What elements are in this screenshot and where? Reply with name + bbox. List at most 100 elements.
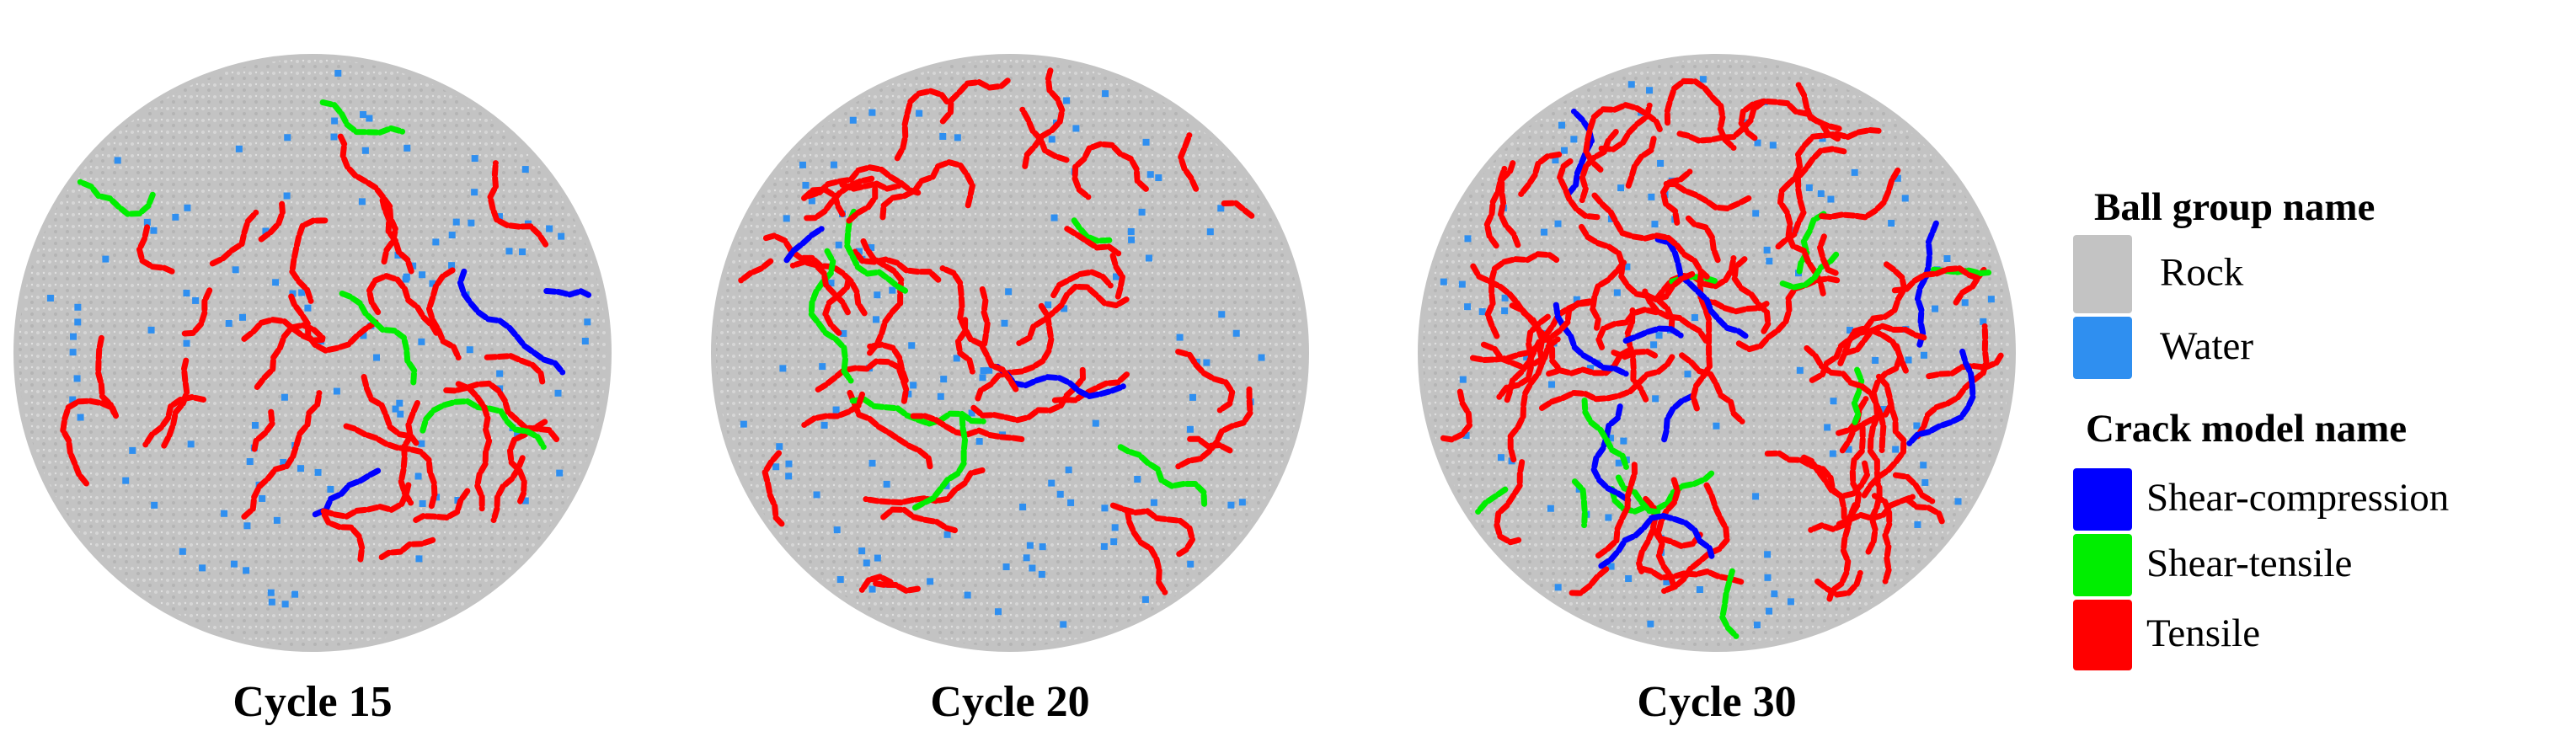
crack <box>1815 167 1901 221</box>
water-particle <box>448 262 456 270</box>
water-particle <box>238 313 246 321</box>
water-particle <box>230 560 238 568</box>
crack <box>1553 302 1629 377</box>
water-particle <box>968 409 975 417</box>
panel-caption: Cycle 15 <box>232 678 392 726</box>
water-particle <box>1146 171 1154 179</box>
crack <box>319 99 406 136</box>
crack <box>858 574 894 593</box>
water-particle <box>1063 97 1071 104</box>
crack <box>1484 251 1563 339</box>
water-particle <box>546 225 553 232</box>
crack <box>320 478 413 520</box>
water-particle <box>1459 376 1467 383</box>
water-particle <box>432 238 440 246</box>
crack <box>376 536 436 563</box>
crack <box>1184 435 1233 454</box>
water-particle <box>1607 563 1615 570</box>
crack <box>1719 568 1740 639</box>
water-particle <box>584 318 591 326</box>
water-particle <box>1464 303 1472 311</box>
crack <box>1175 349 1236 414</box>
water-particle <box>1501 307 1509 315</box>
water-particle <box>964 591 971 599</box>
water-particle <box>1065 466 1072 473</box>
water-particle <box>1045 301 1052 308</box>
water-particle <box>1458 280 1466 288</box>
crack <box>783 226 825 264</box>
water-particle <box>1548 381 1556 388</box>
water-particle <box>1817 190 1825 197</box>
crack <box>1507 348 1550 463</box>
crack <box>1808 424 1866 533</box>
water-particle <box>1541 228 1548 236</box>
crack <box>738 258 774 284</box>
crack <box>1565 566 1610 596</box>
crack <box>879 159 975 221</box>
legend-title: Crack model name <box>2086 407 2407 451</box>
water-particle <box>1647 620 1654 627</box>
water-particle <box>940 376 948 383</box>
crack <box>1609 467 1718 515</box>
water-particle <box>1002 563 1010 571</box>
crack <box>801 186 847 221</box>
water-particle <box>1827 195 1835 203</box>
water-particle <box>1901 195 1909 202</box>
water-particle <box>232 266 239 274</box>
water-particle <box>785 472 793 480</box>
water-particle <box>1987 296 1995 303</box>
water-particle <box>1754 139 1761 147</box>
crack <box>910 413 1029 443</box>
crack <box>319 509 366 563</box>
water-particle <box>868 585 876 593</box>
water-particle <box>1652 395 1659 403</box>
crack <box>142 394 207 448</box>
crack <box>858 235 905 356</box>
crack <box>241 390 323 520</box>
water-particle <box>558 232 565 240</box>
rock-disc <box>1418 54 2016 652</box>
water-particle <box>330 133 338 141</box>
water-particle <box>1824 424 1831 431</box>
water-particle <box>360 332 367 339</box>
water-particle <box>1189 393 1196 401</box>
water-particle <box>1501 294 1509 302</box>
crack <box>289 217 329 304</box>
water-particle <box>808 197 815 205</box>
crack <box>490 455 526 524</box>
crack <box>1581 397 1630 470</box>
water-particle <box>1657 159 1665 167</box>
crack <box>1659 168 1693 226</box>
crack <box>1661 482 1730 595</box>
crack <box>455 381 493 512</box>
legend: Ball group name Crack model name Rock Wat… <box>2073 185 2449 670</box>
crack <box>1798 452 1871 499</box>
water-particle <box>314 468 322 476</box>
crack <box>1660 392 1696 446</box>
water-particle <box>73 375 81 382</box>
crack <box>1064 226 1122 257</box>
crack <box>136 224 179 276</box>
water-particle <box>979 374 986 382</box>
water-particle <box>1100 542 1108 550</box>
water-particle <box>1092 419 1099 427</box>
water-particle <box>1128 236 1136 243</box>
water-particle <box>1888 220 1895 227</box>
water-particle <box>267 589 275 596</box>
water-particle <box>69 333 77 340</box>
water-particle <box>289 290 297 297</box>
water-particle <box>1892 446 1900 453</box>
water-particle <box>820 421 828 429</box>
water-particle <box>259 494 266 502</box>
crack <box>209 209 259 267</box>
legend-swatch <box>2073 235 2132 313</box>
water-particle <box>835 241 842 248</box>
water-particle <box>179 547 186 555</box>
crack <box>1867 343 1904 488</box>
water-particle <box>1206 228 1214 236</box>
water-particle <box>1920 351 1927 359</box>
water-particle <box>1684 371 1692 378</box>
crack <box>409 488 471 525</box>
water-particle <box>183 290 190 297</box>
water-particle <box>495 213 503 221</box>
